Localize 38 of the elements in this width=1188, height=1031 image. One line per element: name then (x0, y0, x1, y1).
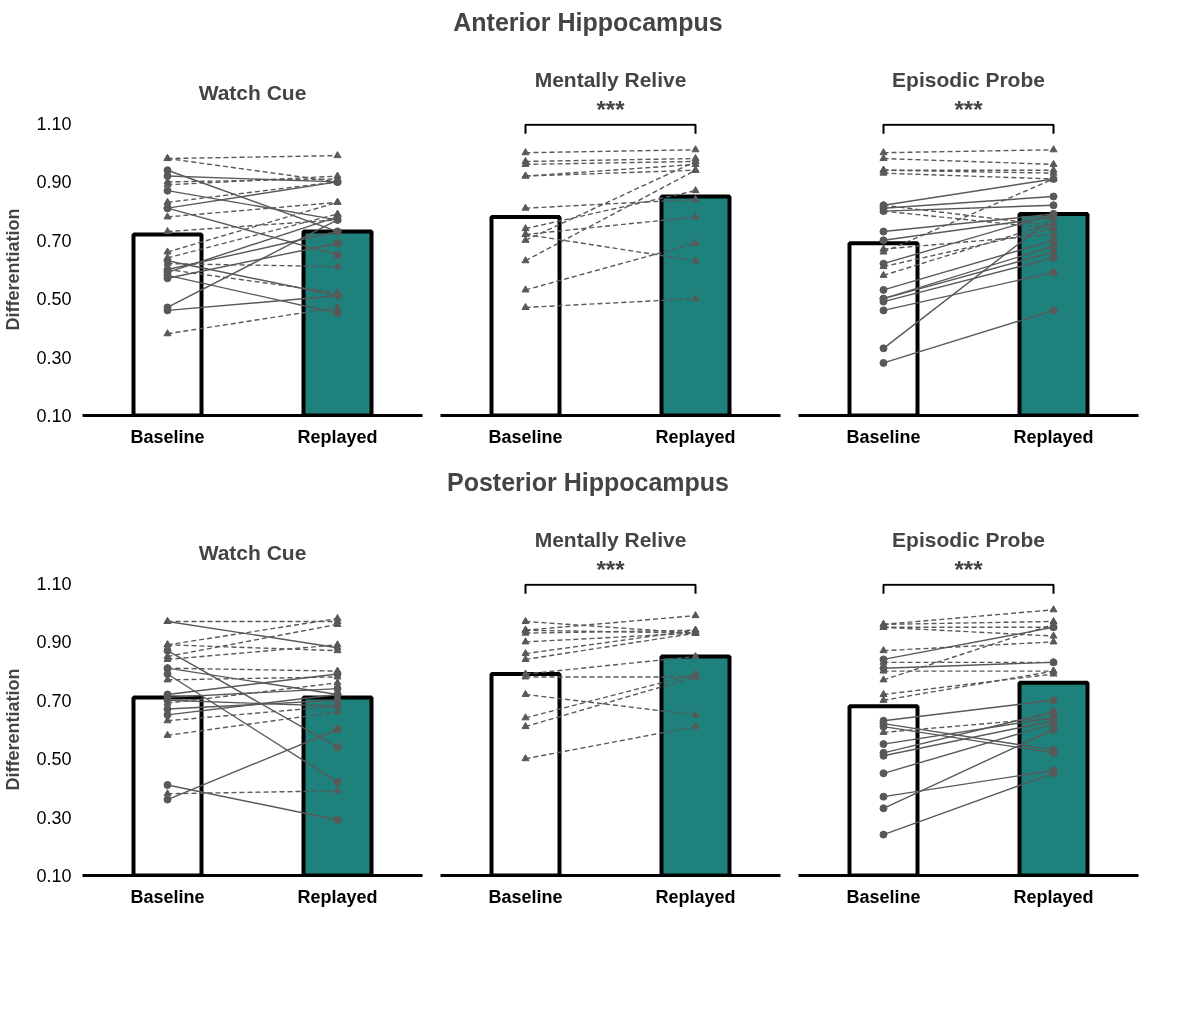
x-tick-label: Replayed (297, 426, 378, 447)
x-tick-label: Baseline (846, 426, 921, 447)
y-tick-label: 0.90 (36, 632, 72, 653)
y-tick-label: 0.10 (36, 406, 72, 426)
y-axis-title: Differentiation (3, 208, 24, 331)
y-tick-label: 0.90 (36, 172, 72, 193)
x-tick-label: Replayed (297, 886, 378, 907)
text: *** (596, 555, 626, 583)
y-tick-label: 1.10 (36, 574, 72, 594)
x-tick-label: Replayed (655, 886, 736, 907)
x-tick-label: Replayed (1013, 886, 1094, 907)
chart-title: Episodic Probe (892, 527, 1045, 551)
y-tick-label: 0.30 (36, 347, 72, 368)
chart-title: Mentally Relive (534, 67, 687, 91)
y-tick-label: 0.30 (36, 807, 72, 828)
x-tick-label: Replayed (1013, 426, 1094, 447)
y-tick-label: 0.70 (36, 690, 72, 711)
x-tick-label: Baseline (130, 426, 205, 447)
x-tick-label: Baseline (846, 886, 921, 907)
x-tick-label: Baseline (488, 886, 563, 907)
text: *** (954, 555, 984, 583)
text: Posterior Hippocampus (447, 467, 729, 496)
chart-title: Episodic Probe (892, 67, 1045, 91)
y-tick-label: 0.70 (36, 230, 72, 251)
x-tick-label: Baseline (130, 886, 205, 907)
x-tick-label: Baseline (488, 426, 563, 447)
chart-title: Watch Cue (198, 540, 307, 564)
y-tick-label: 0.50 (36, 289, 72, 310)
text: *** (596, 95, 626, 123)
x-tick-label: Replayed (655, 426, 736, 447)
chart-title: Watch Cue (198, 80, 307, 104)
text: Anterior Hippocampus (453, 7, 723, 36)
y-tick-label: 0.50 (36, 749, 72, 770)
y-tick-label: 0.10 (36, 866, 72, 886)
text: *** (954, 95, 984, 123)
y-axis-title: Differentiation (3, 668, 24, 791)
chart-title: Mentally Relive (534, 527, 687, 551)
y-tick-label: 1.10 (36, 114, 72, 134)
